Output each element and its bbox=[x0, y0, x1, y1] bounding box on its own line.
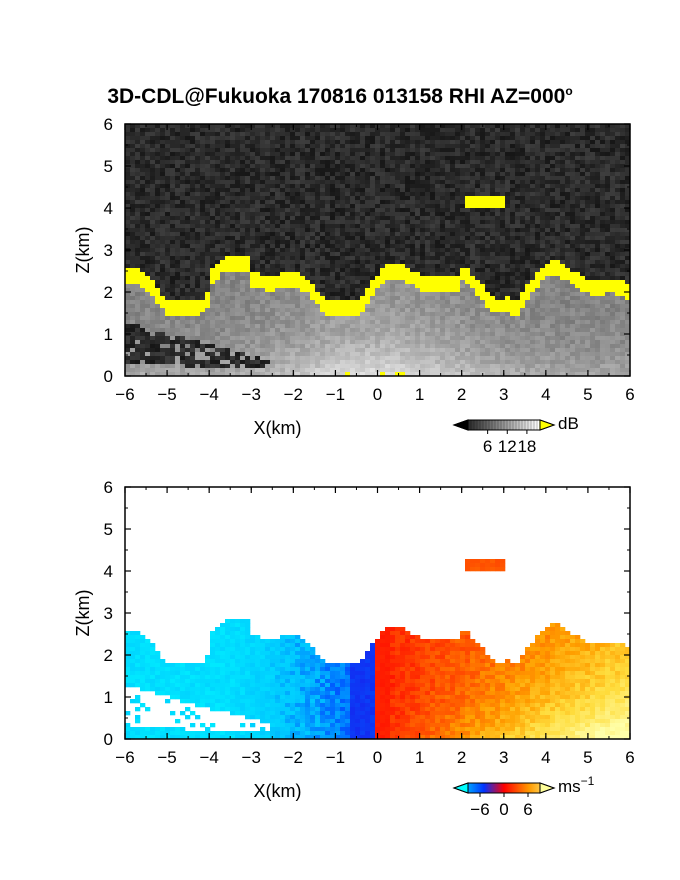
colorbar-tick-label: 6 bbox=[483, 437, 492, 456]
x-tick-label: −3 bbox=[242, 385, 261, 404]
y-tick-label: 2 bbox=[104, 646, 113, 665]
x-tick-label: 6 bbox=[625, 385, 634, 404]
colorbar-tick-label: −6 bbox=[470, 800, 489, 819]
y-tick-label: 6 bbox=[104, 478, 113, 497]
colorbar-tick-label: 12 bbox=[498, 437, 517, 456]
x-tick-label: 0 bbox=[373, 748, 382, 767]
x-tick-label: 1 bbox=[415, 385, 424, 404]
y-axis-label: Z(km) bbox=[73, 590, 93, 637]
velocity-field bbox=[125, 559, 631, 740]
y-tick-label: 5 bbox=[104, 157, 113, 176]
x-tick-label: 3 bbox=[499, 748, 508, 767]
colorbar-tick-label: 18 bbox=[517, 437, 536, 456]
x-tick-label: −1 bbox=[326, 748, 345, 767]
x-tick-label: −2 bbox=[284, 385, 303, 404]
y-tick-label: 5 bbox=[104, 520, 113, 539]
x-tick-label: 2 bbox=[457, 385, 466, 404]
x-tick-label: −6 bbox=[115, 385, 134, 404]
x-tick-label: −4 bbox=[199, 385, 218, 404]
reflectivity-field bbox=[125, 124, 631, 377]
x-tick-label: 5 bbox=[583, 748, 592, 767]
y-tick-label: 3 bbox=[104, 604, 113, 623]
y-tick-label: 3 bbox=[104, 241, 113, 260]
chart-title: 3D-CDL@Fukuoka 170816 013158 RHI AZ=000o bbox=[107, 84, 573, 108]
colorbar-unit: dB bbox=[558, 414, 579, 433]
x-tick-label: −6 bbox=[115, 748, 134, 767]
colorbar: 6 12 18 dB bbox=[452, 414, 579, 456]
x-tick-label: 4 bbox=[541, 748, 550, 767]
y-tick-label: 1 bbox=[104, 688, 113, 707]
axis-ticks bbox=[124, 123, 631, 377]
y-tick-label: 4 bbox=[104, 199, 113, 218]
y-tick-label: 1 bbox=[104, 325, 113, 344]
x-tick-label: −1 bbox=[326, 385, 345, 404]
x-tick-label: 1 bbox=[415, 748, 424, 767]
x-tick-label: 3 bbox=[499, 385, 508, 404]
y-tick-label: 0 bbox=[104, 367, 113, 386]
x-tick-label: −3 bbox=[242, 748, 261, 767]
colorbar-tick-label: 6 bbox=[523, 800, 532, 819]
y-tick-label: 6 bbox=[104, 115, 113, 134]
x-tick-label: 4 bbox=[541, 385, 550, 404]
x-axis-label: X(km) bbox=[254, 418, 302, 438]
y-tick-label: 4 bbox=[104, 562, 113, 581]
x-tick-label: 6 bbox=[625, 748, 634, 767]
y-axis-label: Z(km) bbox=[73, 227, 93, 274]
x-tick-label: −5 bbox=[157, 385, 176, 404]
x-tick-label: 2 bbox=[457, 748, 466, 767]
axis-ticks bbox=[124, 486, 631, 740]
y-tick-label: 0 bbox=[104, 730, 113, 749]
x-tick-label: 5 bbox=[583, 385, 592, 404]
x-axis-label: X(km) bbox=[254, 781, 302, 801]
colorbar: −6 0 6 ms−1 bbox=[452, 774, 595, 819]
x-tick-label: −2 bbox=[284, 748, 303, 767]
y-tick-label: 2 bbox=[104, 283, 113, 302]
colorbar-unit: ms−1 bbox=[558, 774, 595, 796]
x-tick-label: −4 bbox=[199, 748, 218, 767]
x-tick-label: 0 bbox=[373, 385, 382, 404]
x-tick-label: −5 bbox=[157, 748, 176, 767]
colorbar-tick-label: 0 bbox=[499, 800, 508, 819]
